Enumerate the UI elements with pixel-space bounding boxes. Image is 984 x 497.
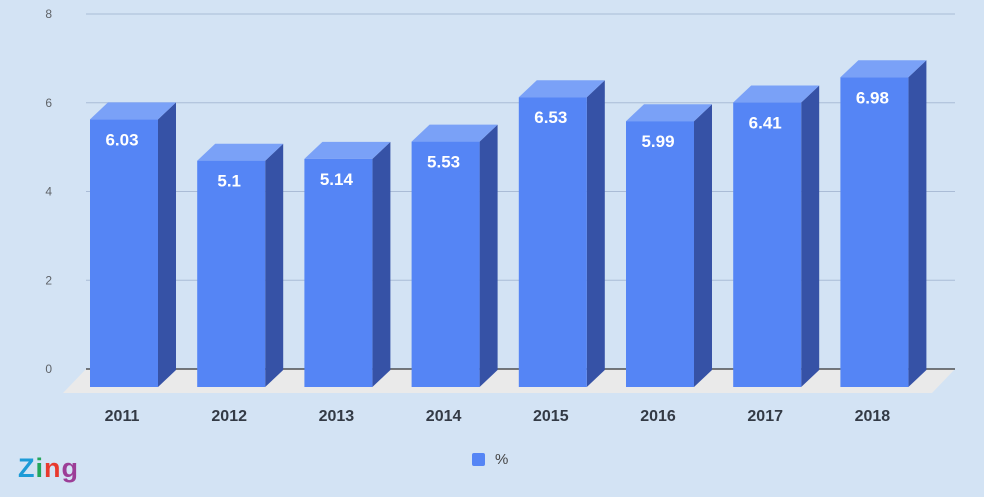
x-tick-label: 2013 xyxy=(319,408,355,425)
bar xyxy=(840,77,909,387)
logo-letter: n xyxy=(44,453,62,483)
bar-top xyxy=(518,80,605,98)
bar-side xyxy=(265,143,284,387)
floor xyxy=(63,369,955,393)
bar xyxy=(518,97,587,387)
x-tick-label: 2015 xyxy=(533,408,569,425)
data-label: 5.53 xyxy=(427,153,460,172)
y-tick-label: 2 xyxy=(45,273,52,287)
data-label: 6.53 xyxy=(534,108,567,127)
x-tick-label: 2018 xyxy=(855,408,891,425)
y-tick-label: 0 xyxy=(45,362,52,376)
bar-side xyxy=(479,124,498,387)
bar-side xyxy=(586,80,605,387)
data-label: 6.41 xyxy=(749,114,782,133)
data-label: 6.98 xyxy=(856,88,889,107)
x-tick-label: 2012 xyxy=(211,408,247,425)
bar-top xyxy=(626,104,712,122)
bar-top xyxy=(304,141,391,159)
legend-label: % xyxy=(495,451,509,468)
y-tick-label: 8 xyxy=(45,7,52,21)
x-tick-label: 2011 xyxy=(105,408,140,425)
zing-logo: Zing xyxy=(18,453,79,484)
bar-top xyxy=(733,85,820,103)
logo-letter: Z xyxy=(18,453,36,483)
bar-top xyxy=(840,60,927,78)
bar xyxy=(90,119,158,387)
data-label: 6.03 xyxy=(105,130,138,149)
bar-top xyxy=(411,124,498,142)
bar-side xyxy=(158,102,176,387)
bar-side xyxy=(801,85,820,388)
y-tick-label: 6 xyxy=(45,96,52,110)
bar xyxy=(197,160,266,387)
data-label: 5.1 xyxy=(217,172,241,191)
bar xyxy=(733,102,802,388)
data-label: 5.99 xyxy=(641,132,674,151)
logo-letter: i xyxy=(35,453,45,483)
bar-side xyxy=(694,104,712,387)
bar-side xyxy=(908,60,927,387)
y-tick-label: 4 xyxy=(45,185,52,199)
x-tick-label: 2017 xyxy=(747,408,783,425)
bar xyxy=(411,141,480,387)
bar-top xyxy=(90,102,176,120)
x-tick-label: 2016 xyxy=(640,408,676,425)
bar-side xyxy=(372,141,391,387)
x-tick-label: 2014 xyxy=(426,408,462,425)
data-label: 5.14 xyxy=(320,170,354,189)
bar-top xyxy=(197,143,284,161)
legend-swatch xyxy=(472,453,485,466)
bar xyxy=(304,158,373,387)
logo-letter: g xyxy=(61,453,80,483)
bar xyxy=(626,121,694,387)
legend: % xyxy=(472,451,508,468)
